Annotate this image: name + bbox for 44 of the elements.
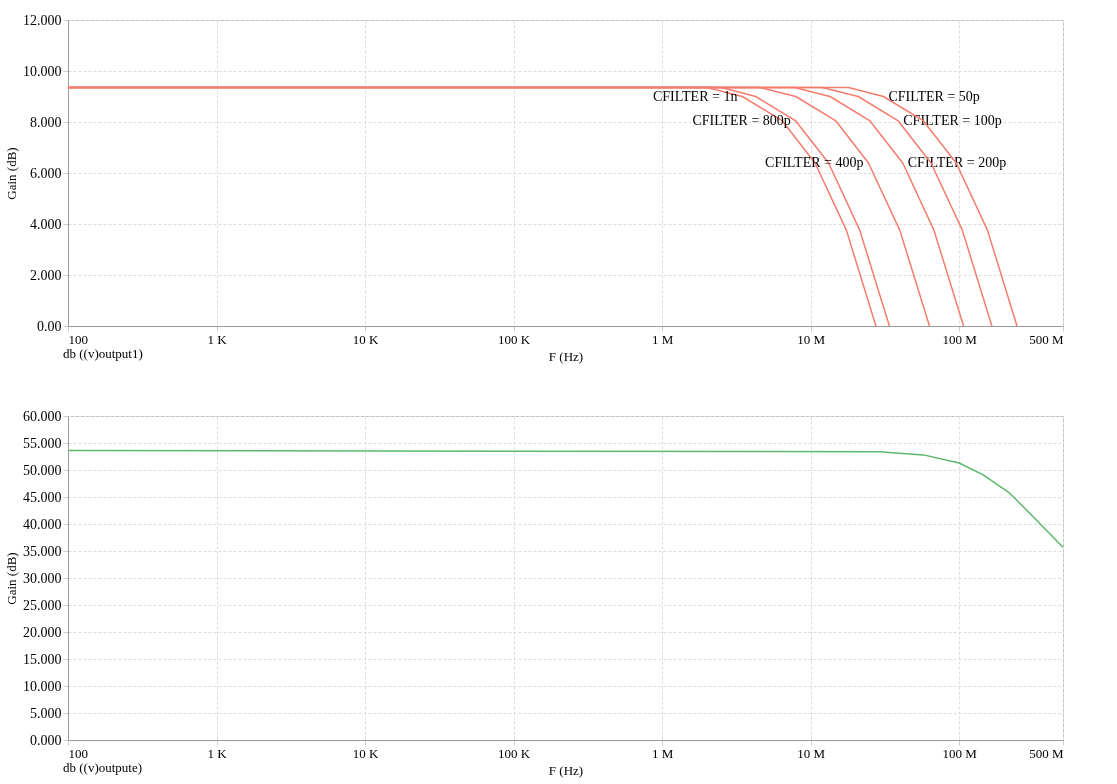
x-tick-label: 500 M	[1029, 745, 1064, 761]
y-tick-label: 45.000	[23, 489, 62, 505]
y-tick-label: 0.00	[37, 318, 62, 334]
series-label: CFILTER = 50p	[888, 88, 980, 104]
x-tick-label: 100	[68, 745, 88, 761]
y-tick-label: 30.000	[23, 570, 62, 586]
text: db ((v)output1)	[63, 346, 143, 361]
y-tick-label: 0.000	[30, 732, 62, 748]
x-tick-label: 500 M	[1029, 331, 1064, 347]
y-tick-label: 15.000	[23, 651, 62, 667]
y-tick-label: 10.000	[23, 678, 62, 694]
y-tick-label: 25.000	[23, 597, 62, 613]
y-tick-label: 5.000	[30, 705, 62, 721]
y-tick-label: 60.000	[23, 408, 62, 424]
x-tick-label: 100	[68, 331, 88, 347]
y-tick-label: 4.000	[30, 216, 62, 232]
y-tick-label: 12.000	[23, 12, 62, 28]
y-tick-label: 6.000	[30, 165, 62, 181]
y-axis-title: Gain (dB)	[4, 552, 19, 605]
text: db ((v)outpute)	[63, 760, 143, 775]
x-tick-label: 1 K	[207, 331, 228, 347]
x-axis-title: F (Hz)	[548, 762, 584, 778]
x-tick-label: 1 M	[651, 745, 674, 761]
x-tick-label: 100 M	[942, 331, 978, 347]
series-label: CFILTER = 1n	[652, 88, 738, 104]
y-tick-label: 10.000	[23, 63, 62, 79]
x-tick-label: 100 M	[942, 745, 978, 761]
x-tick-label: 100 K	[498, 745, 531, 761]
y-tick-label: 20.000	[23, 624, 62, 640]
y-tick-label: 8.000	[30, 114, 62, 130]
x-tick-label: 10 M	[797, 745, 826, 761]
y-tick-label: 50.000	[23, 462, 62, 478]
x-axis-title: F (Hz)	[548, 348, 584, 364]
y-axis-title: Gain (dB)	[4, 147, 19, 200]
x-tick-label: 1 K	[207, 745, 228, 761]
x-tick-label: 1 M	[651, 331, 674, 347]
x-tick-label: 10 M	[797, 331, 826, 347]
x-tick-label: 10 K	[352, 745, 379, 761]
y-tick-label: 35.000	[23, 543, 62, 559]
x-tick-label: 10 K	[352, 331, 379, 347]
y-tick-label: 55.000	[23, 435, 62, 451]
y-tick-label: 40.000	[23, 516, 62, 532]
y-tick-label: 2.000	[30, 267, 62, 283]
x-tick-label: 100 K	[498, 331, 531, 347]
